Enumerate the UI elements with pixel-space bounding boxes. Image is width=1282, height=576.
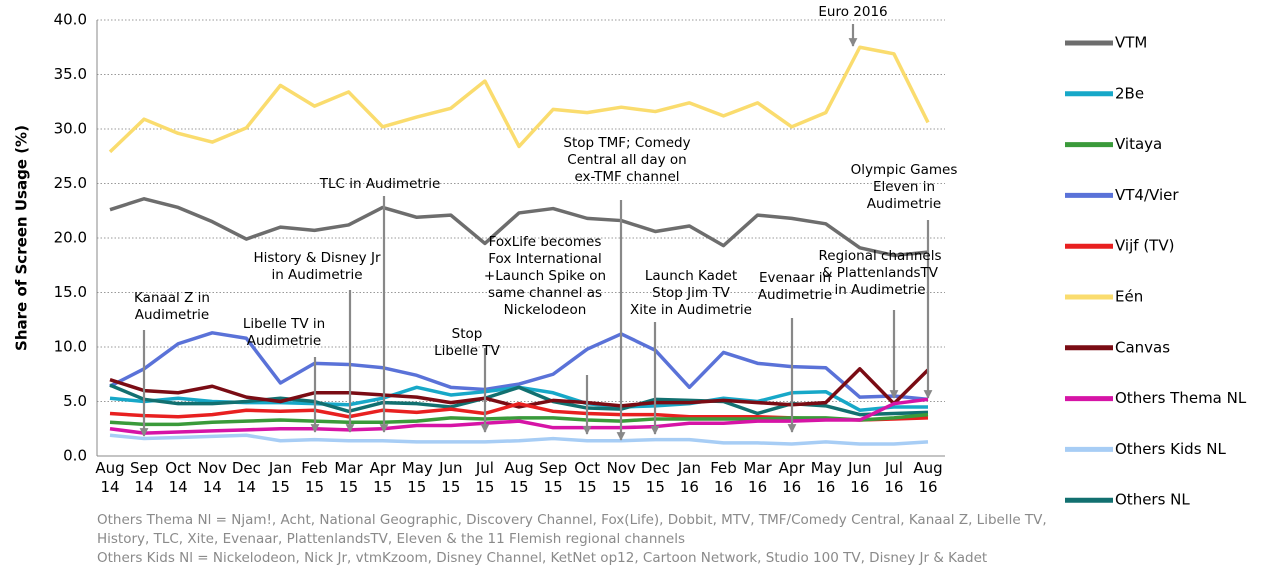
legend-label: VTM: [1115, 34, 1147, 52]
annotation: Olympic Games Eleven in Audimetrie: [850, 162, 958, 212]
series-line: [109, 197, 929, 258]
footnote: History, TLC, Xite, Evenaar, Plattenland…: [97, 531, 686, 547]
series-line: [109, 433, 929, 446]
x-tick-label: Dec 14: [231, 459, 261, 496]
x-tick-label: Mar 16: [743, 459, 772, 496]
y-tick-label: 40.0: [54, 11, 87, 29]
x-tick-label: May 15: [401, 459, 433, 496]
series-line: [108, 45, 930, 154]
x-tick-label: Jun 15: [439, 459, 463, 496]
y-tick-label: 30.0: [54, 120, 87, 138]
x-tick-label: Oct 14: [165, 459, 192, 496]
x-tick-label: Dec 15: [640, 459, 670, 496]
annotation: Regional channels & PlattenlandsTV in Au…: [818, 248, 942, 298]
annotation: TLC in Audimetrie: [319, 176, 441, 192]
x-tick-label: May 16: [810, 459, 842, 496]
annotation: Evenaar in Audimetrie: [757, 270, 833, 303]
annotation: Stop Libelle TV: [434, 326, 500, 359]
legend-label: 2Be: [1115, 84, 1144, 102]
x-tick-label: Jul 16: [884, 459, 904, 496]
x-tick-label: Jun 16: [848, 459, 872, 496]
x-tick-label: Feb 15: [301, 459, 328, 496]
x-tick-label: Aug 14: [95, 459, 125, 496]
footnote: Others Thema Nl = Njam!, Acht, National …: [97, 512, 1047, 528]
x-tick-label: Mar 15: [334, 459, 363, 496]
x-tick-label: Oct 15: [574, 459, 601, 496]
series-line: [109, 331, 929, 402]
legend-label: Others Thema NL: [1115, 389, 1247, 407]
x-tick-label: Jan 15: [268, 459, 292, 496]
y-tick-label: 15.0: [54, 283, 87, 301]
x-tick-label: Jul 15: [475, 459, 495, 496]
x-tick-label: Aug 15: [504, 459, 534, 496]
x-tick-label: Sep 15: [538, 459, 568, 496]
annotation: Stop TMF; Comedy Central all day on ex-T…: [563, 135, 691, 185]
y-axis-label: Share of Screen Usage (%): [13, 125, 31, 351]
legend-label: Others Kids NL: [1115, 440, 1227, 458]
y-tick-label: 0.0: [63, 447, 87, 465]
series-line: [109, 383, 929, 417]
annotation: FoxLife becomes Fox International +Launc…: [483, 234, 607, 318]
x-tick-label: Apr 16: [778, 459, 805, 496]
legend-label: Vijf (TV): [1115, 237, 1174, 255]
legend-label: Vitaya: [1115, 135, 1162, 153]
annotation: History & Disney Jr in Audimetrie: [253, 250, 381, 283]
x-tick-label: Aug 16: [913, 459, 943, 496]
footnote: Others Kids Nl = Nickelodeon, Nick Jr, v…: [97, 550, 988, 566]
y-tick-label: 10.0: [54, 338, 87, 356]
legend-label: Canvas: [1115, 338, 1170, 356]
y-tick-label: 20.0: [54, 229, 87, 247]
legend-label: Eén: [1115, 288, 1143, 306]
x-tick-label: Nov 15: [606, 459, 636, 496]
legend-label: Others NL: [1115, 491, 1190, 509]
legend-label: VT4/Vier: [1115, 186, 1179, 204]
y-tick-label: 5.0: [63, 392, 87, 410]
y-tick-label: 35.0: [54, 65, 87, 83]
x-tick-label: Apr 15: [369, 459, 396, 496]
y-tick-label: 25.0: [54, 174, 87, 192]
x-tick-label: Jan 16: [677, 459, 701, 496]
x-tick-label: Sep 14: [129, 459, 159, 496]
annotation: Euro 2016: [818, 4, 888, 20]
annotation: Kanaal Z in Audimetrie: [134, 290, 210, 323]
annotation: Launch Kadet Stop Jim TV Xite in Audimet…: [630, 268, 752, 318]
x-tick-label: Feb 16: [710, 459, 737, 496]
annotation: Libelle TV in Audimetrie: [242, 316, 326, 349]
footnotes: Others Thema Nl = Njam!, Acht, National …: [97, 511, 1047, 568]
x-tick-label: Nov 14: [197, 459, 227, 496]
